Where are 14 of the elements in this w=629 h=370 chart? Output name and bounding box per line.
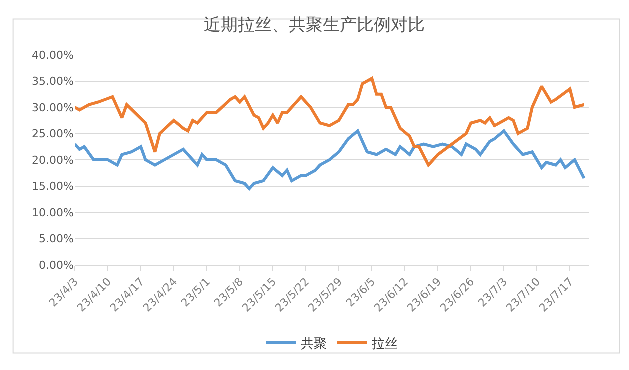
y-tick-label: 15.00% [32, 180, 74, 194]
y-tick-label: 25.00% [32, 128, 74, 141]
legend-label: 拉丝 [372, 337, 398, 352]
y-tick-label: 40.00% [32, 48, 74, 62]
y-tick-label: 35.00% [32, 75, 74, 88]
y-tick-label: 10.00% [32, 206, 74, 220]
y-tick-label: 0.00% [39, 258, 74, 272]
line-series [75, 130, 586, 190]
line-series [75, 77, 586, 167]
legend-label: 共聚 [301, 337, 327, 352]
chart-title: 近期拉丝、共聚生产比例对比 [204, 15, 425, 36]
y-tick-label: 20.00% [32, 154, 74, 167]
y-tick-label: 5.00% [39, 232, 74, 246]
y-tick-label: 30.00% [32, 101, 74, 114]
